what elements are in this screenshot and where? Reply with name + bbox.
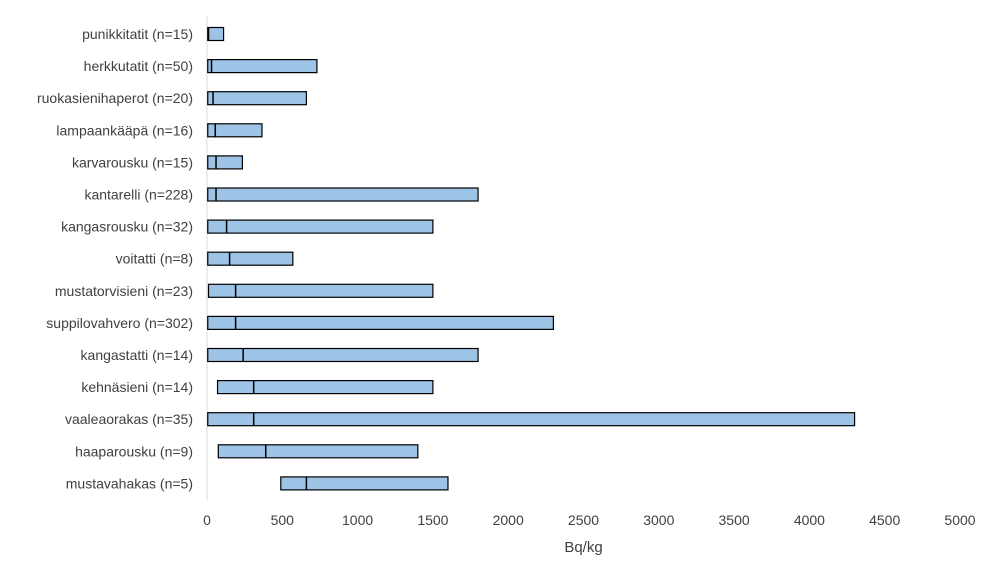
range-bar (217, 444, 419, 459)
category-label: kangastatti (n=14) (81, 347, 193, 363)
category-label: mustavahakas (n=5) (66, 475, 193, 491)
range-bar (207, 58, 318, 74)
x-tick-label: 3000 (643, 512, 674, 528)
category-label: kehnäsieni (n=14) (81, 379, 193, 395)
category-label: mustatorvisieni (n=23) (55, 283, 193, 299)
category-label: haaparousku (n=9) (75, 443, 193, 459)
range-bar (207, 251, 294, 266)
x-tick-label: 1000 (342, 512, 373, 528)
range-bar (207, 123, 263, 138)
category-label: vaaleaorakas (n=35) (65, 411, 193, 427)
x-tick-label: 2500 (568, 512, 599, 528)
range-bar (207, 412, 856, 427)
range-bar (280, 476, 449, 491)
category-label: lampaankääpä (n=16) (56, 122, 193, 138)
x-tick-label: 3500 (719, 512, 750, 528)
range-bar (216, 380, 434, 395)
range-bar (207, 187, 479, 202)
category-label: kantarelli (n=228) (84, 187, 193, 203)
category-label: voitatti (n=8) (116, 251, 193, 267)
category-labels: punikkitatit (n=15) herkkutatit (n=50) ruo… (37, 26, 193, 491)
category-label: herkkutatit (n=50) (84, 58, 193, 74)
x-tick-label: 0 (203, 512, 211, 528)
category-label: karvarousku (n=15) (72, 154, 193, 170)
x-tick-label: 4000 (794, 512, 825, 528)
range-bar (207, 315, 554, 330)
x-tick-label: 5000 (944, 512, 975, 528)
x-tick-label: 2000 (493, 512, 524, 528)
range-bar (207, 347, 479, 363)
range-bar (207, 26, 225, 42)
bars (207, 26, 856, 491)
x-tick-label: 1500 (417, 512, 448, 528)
x-axis-title: Bq/kg (564, 539, 602, 556)
range-bar (207, 219, 434, 234)
x-axis-tick-labels: 0 500 1000 1500 2000 2500 3000 3500 4000 4500 5000 (203, 512, 976, 528)
category-label: suppilovahvero (n=302) (46, 315, 193, 331)
range-bar (207, 155, 243, 170)
range-bar (207, 283, 434, 298)
range-bar (207, 91, 307, 106)
category-label: kangasrousku (n=32) (61, 219, 193, 235)
x-tick-label: 4500 (869, 512, 900, 528)
category-label: ruokasienihaperot (n=20) (37, 90, 193, 106)
x-tick-label: 500 (271, 512, 295, 528)
category-label: punikkitatit (n=15) (82, 26, 193, 42)
